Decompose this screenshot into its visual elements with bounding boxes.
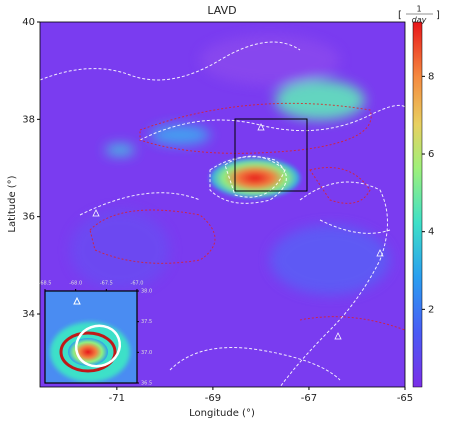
colorbar-tick-label: 2 <box>428 304 434 315</box>
y-tick-label: 36 <box>22 212 35 223</box>
colorbar-tick-label: 6 <box>428 149 434 160</box>
x-tick-label: -71 <box>109 393 125 404</box>
x-tick-label: -69 <box>205 393 221 404</box>
colorbar-tick-label: 8 <box>428 71 434 82</box>
colorbar-denominator: day <box>412 16 427 25</box>
bracket: ] <box>436 10 440 21</box>
y-tick-label: 34 <box>22 309 35 320</box>
colorbar <box>412 21 423 388</box>
colorbar-tick-label: 4 <box>428 227 434 238</box>
colorbar-numerator: 1 <box>416 5 421 14</box>
y-axis-label: Latitude (°) <box>7 175 18 232</box>
inset-x-tick-label: -67.0 <box>131 281 144 287</box>
inset-y-tick-label: 37.5 <box>141 319 152 325</box>
x-tick-label: -67 <box>301 393 317 404</box>
inset-x-tick-label: -68.0 <box>69 281 82 287</box>
zoom-box <box>234 118 308 192</box>
inset-y-tick-label: 36.5 <box>141 381 152 387</box>
chart-title: LAVD <box>207 4 236 17</box>
inset-x-tick-label: -67.5 <box>100 281 113 287</box>
x-tick-label: -65 <box>397 393 413 404</box>
y-tick-label: 40 <box>22 17 35 28</box>
plot-frame <box>39 21 406 388</box>
inset-field <box>45 291 137 383</box>
y-tick-label: 38 <box>22 114 35 125</box>
inset-frame <box>44 290 138 384</box>
inset-x-tick-label: -68.5 <box>39 281 52 287</box>
inset-y-tick-label: 37.0 <box>141 350 152 356</box>
x-axis-label: Longitude (°) <box>189 408 255 419</box>
bracket: [ <box>398 10 402 21</box>
inset-y-tick-label: 38.0 <box>141 289 152 295</box>
